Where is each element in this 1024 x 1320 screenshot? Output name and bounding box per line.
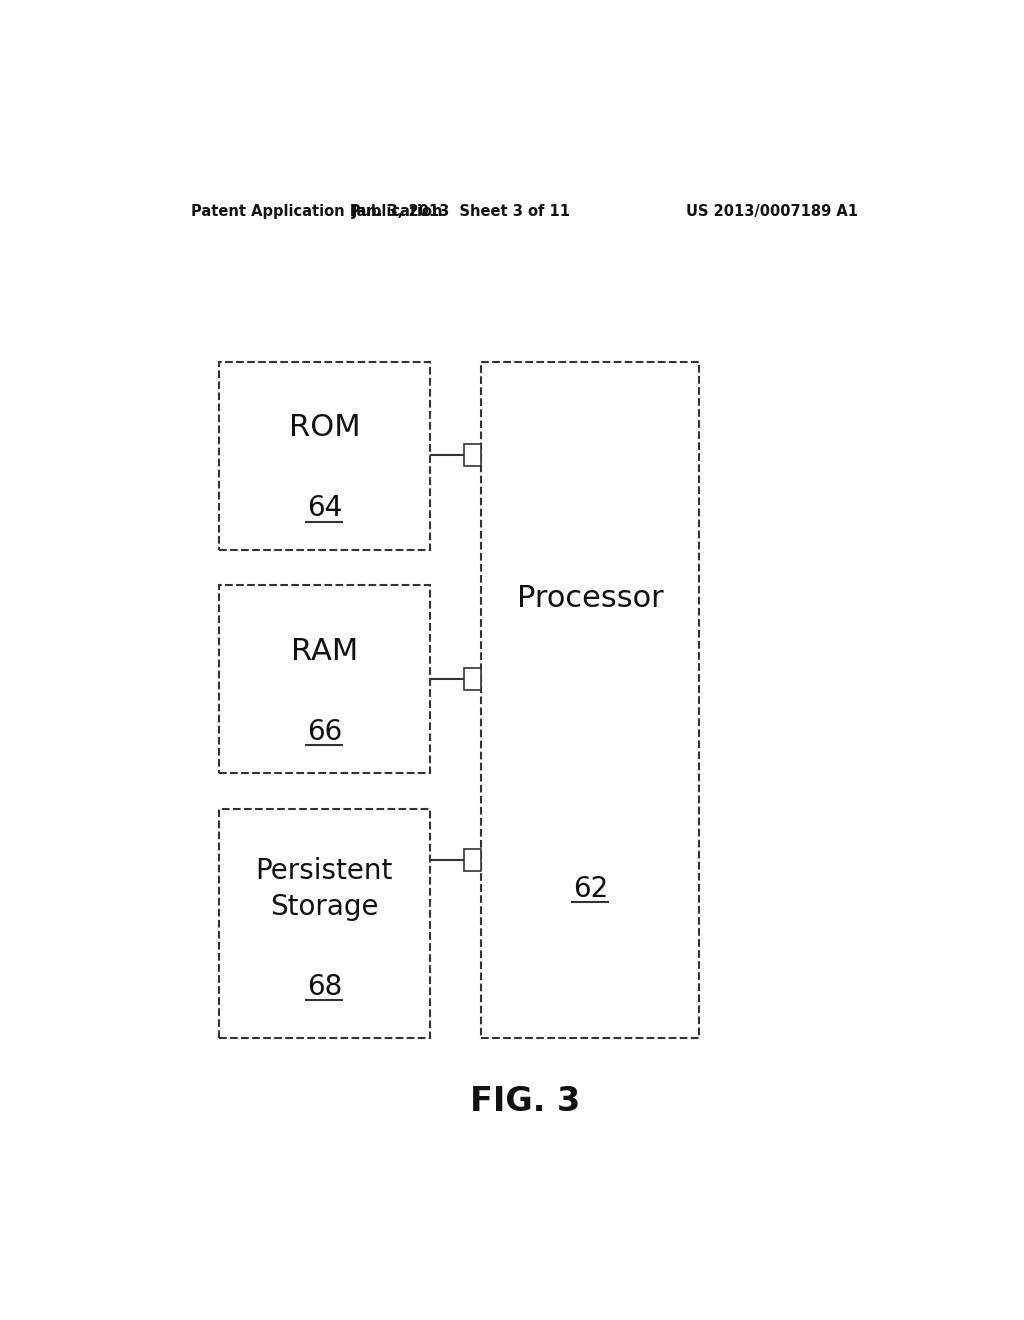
Text: RAM: RAM: [291, 636, 358, 665]
Text: FIG. 3: FIG. 3: [470, 1085, 580, 1118]
Text: 64: 64: [307, 495, 342, 523]
Text: Patent Application Publication: Patent Application Publication: [191, 205, 443, 219]
Text: Jan. 3, 2013  Sheet 3 of 11: Jan. 3, 2013 Sheet 3 of 11: [352, 205, 570, 219]
Text: 62: 62: [572, 875, 608, 903]
Bar: [219, 362, 430, 549]
Bar: [219, 809, 430, 1038]
Text: ROM: ROM: [289, 413, 360, 442]
Bar: [481, 362, 699, 1038]
Bar: [464, 668, 481, 690]
Text: 66: 66: [307, 718, 342, 746]
Text: Processor: Processor: [517, 583, 664, 612]
Bar: [219, 585, 430, 774]
Text: US 2013/0007189 A1: US 2013/0007189 A1: [686, 205, 858, 219]
Text: 68: 68: [307, 973, 342, 1002]
Bar: [464, 444, 481, 466]
Text: Persistent
Storage: Persistent Storage: [256, 857, 393, 921]
Bar: [464, 849, 481, 871]
